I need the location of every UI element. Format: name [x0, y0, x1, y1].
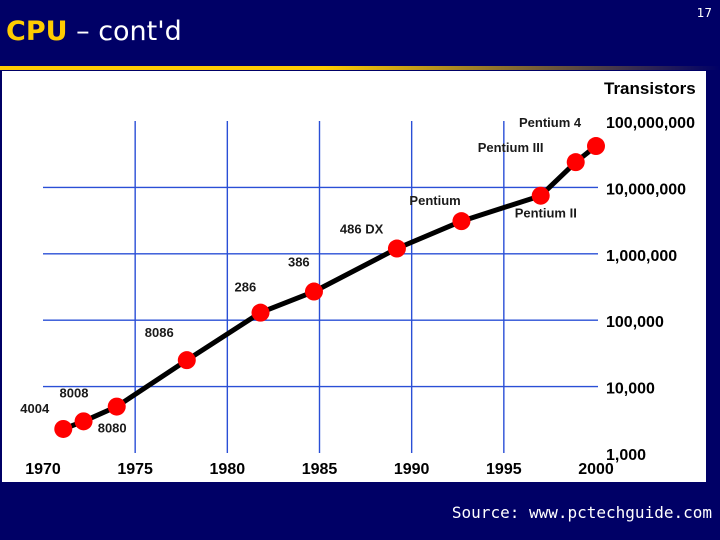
grid-lines	[43, 121, 598, 453]
data-point-4	[251, 303, 270, 322]
point-label-7: Pentium	[409, 193, 460, 208]
transistor-count-chart: 4004 8008 8080 8086 286 386 486 DX Pentium Penti…	[20, 79, 695, 478]
x-tick-label-1970: 1970	[25, 461, 61, 478]
point-label-8: Pentium II	[515, 206, 577, 221]
x-tick-label-1990: 1990	[394, 461, 430, 478]
x-tick-label-1995: 1995	[486, 461, 522, 478]
point-label-4: 286	[235, 280, 257, 295]
data-point-2	[107, 397, 126, 416]
data-point-1	[74, 412, 93, 431]
slide-title-highlight: CPU	[6, 16, 68, 47]
y-tick-label-2: 1,000,000	[606, 248, 677, 265]
point-label-9: Pentium III	[478, 140, 544, 155]
point-label-10: Pentium 4	[519, 115, 582, 130]
x-tick-label-1975: 1975	[117, 461, 153, 478]
point-labels: 4004 8008 8080 8086 286 386 486 DX Pentium Penti…	[20, 115, 582, 436]
point-label-0: 4004	[20, 401, 50, 416]
x-tick-label-2000: 2000	[578, 461, 614, 478]
data-point-0	[54, 419, 73, 438]
y-tick-label-5: 1,000	[606, 447, 646, 464]
axis-labels: 1970 1975 1980 1985 1990 1995 2000 100,000,000 1…	[25, 79, 695, 478]
data-point-9	[566, 153, 585, 172]
point-label-6: 486 DX	[340, 222, 384, 237]
data-point-3	[177, 351, 196, 370]
y-tick-label-1: 10,000,000	[606, 181, 686, 198]
data-point-7	[452, 212, 471, 231]
title-underline	[0, 66, 720, 70]
slide-number: 17	[696, 6, 712, 20]
chart-container: 4004 8008 8080 8086 286 386 486 DX Pentium Penti…	[2, 71, 706, 482]
y-tick-label-4: 10,000	[606, 381, 655, 398]
point-label-3: 8086	[145, 325, 174, 340]
data-points	[54, 137, 605, 438]
y-tick-label-3: 100,000	[606, 314, 664, 331]
point-label-2: 8080	[98, 421, 127, 436]
x-tick-label-1985: 1985	[302, 461, 338, 478]
y-axis-label: Transistors	[604, 79, 696, 98]
slide-title: CPU – cont'd	[6, 16, 182, 47]
data-point-10	[587, 137, 605, 156]
source-citation: Source: www.pctechguide.com	[451, 503, 712, 522]
data-point-6	[387, 239, 406, 258]
point-label-5: 386	[288, 255, 310, 270]
data-point-8	[531, 186, 550, 205]
y-tick-label-0: 100,000,000	[606, 115, 695, 132]
data-point-5	[304, 282, 323, 301]
slide-title-rest: – cont'd	[67, 16, 182, 47]
x-tick-label-1980: 1980	[210, 461, 246, 478]
point-label-1: 8008	[60, 385, 89, 400]
